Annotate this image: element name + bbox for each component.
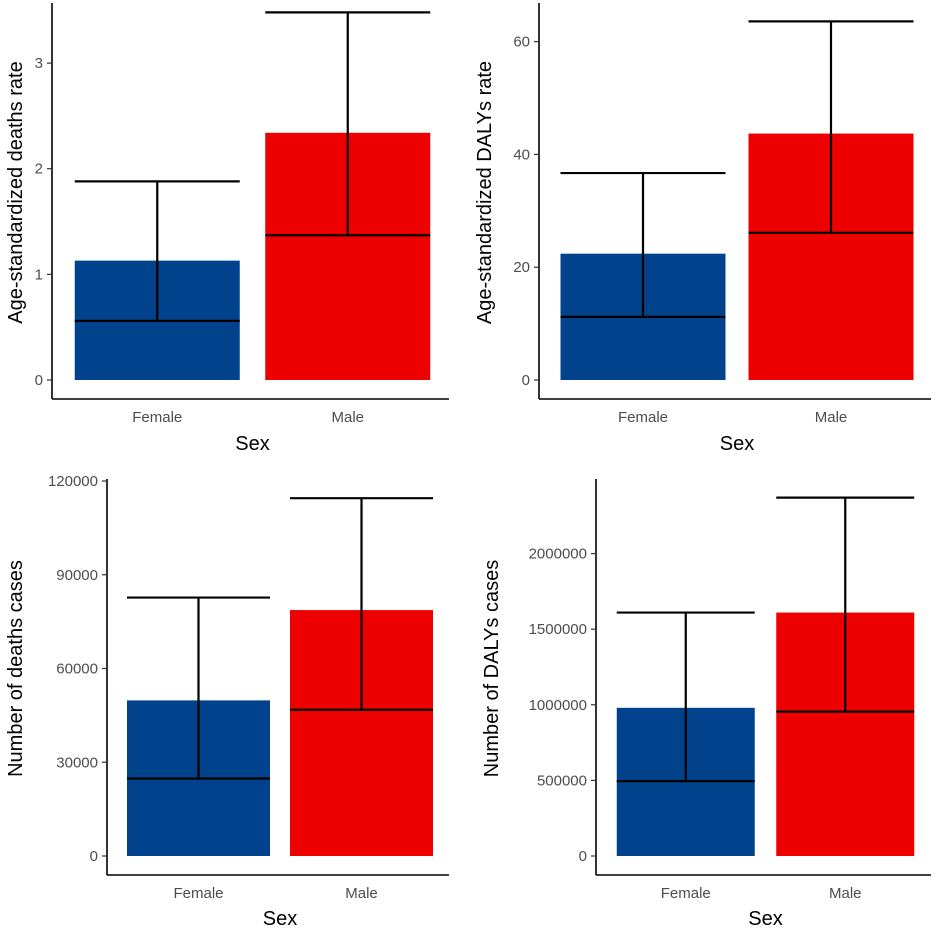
panel-deaths-cases: 0 30000 60000 90000 120000 Female Male Sex N… <box>5 473 449 930</box>
y-tick-label: 60 <box>513 34 530 51</box>
bars-dalys-rate <box>560 133 914 380</box>
y-tick-label: 0 <box>35 372 43 389</box>
y-tick-label: 20 <box>513 259 530 276</box>
y-tick-label: 0 <box>579 848 587 865</box>
y-tick-label: 0 <box>90 848 98 865</box>
y-axis-title: Age-standardized deaths rate <box>5 61 27 323</box>
y-tick-label: 60000 <box>56 661 98 678</box>
y-tick-label: 1500000 <box>529 621 587 638</box>
y-ticks: 0 30000 60000 90000 120000 <box>48 473 107 865</box>
y-axis-title: Number of DALYs cases <box>481 560 503 778</box>
y-ticks: 0 20 40 60 <box>513 34 539 389</box>
y-tick-label: 3 <box>35 55 43 72</box>
x-tick-label-male: Male <box>345 885 378 902</box>
y-tick-label: 500000 <box>537 772 587 789</box>
y-axis-title: Age-standardized DALYs rate <box>474 61 496 324</box>
error-bar-female <box>616 611 755 783</box>
error-bar-female <box>560 171 726 318</box>
y-tick-label: 30000 <box>56 754 98 771</box>
x-tick-label-male: Male <box>829 885 862 902</box>
y-ticks: 0 1 2 3 <box>35 55 52 389</box>
y-tick-label: 40 <box>513 146 530 163</box>
error-bars-dalys-rate <box>560 20 914 318</box>
error-bar-female <box>127 596 270 780</box>
y-ticks: 0 500000 1000000 1500000 2000000 <box>529 546 596 865</box>
x-tick-label-male: Male <box>815 409 848 426</box>
x-axis-title: Sex <box>748 908 782 930</box>
y-tick-label: 90000 <box>56 567 98 584</box>
x-tick-label-female: Female <box>661 885 711 902</box>
error-bar-male <box>265 11 431 237</box>
y-tick-label: 1000000 <box>529 697 587 714</box>
y-axis-title: Number of deaths cases <box>5 560 27 777</box>
panel-dalys-cases: 0 500000 1000000 1500000 2000000 Female Male… <box>481 479 931 930</box>
x-axis-title: Sex <box>720 433 754 455</box>
x-axis-title: Sex <box>235 433 269 455</box>
y-tick-label: 0 <box>522 372 530 389</box>
x-tick-label-female: Female <box>618 409 668 426</box>
bars-deaths-cases <box>127 610 433 856</box>
y-tick-label: 2 <box>35 161 43 178</box>
bars-dalys-cases <box>616 612 915 856</box>
x-tick-label-female: Female <box>132 409 182 426</box>
error-bar-female <box>74 180 240 322</box>
y-tick-label: 2000000 <box>529 546 587 563</box>
error-bars-deaths-cases <box>127 497 433 780</box>
panel-deaths-rate: 0 1 2 3 Female Male Sex Age-standardized de… <box>5 3 449 455</box>
bars-deaths-rate <box>74 132 431 380</box>
x-tick-label-female: Female <box>173 885 223 902</box>
y-tick-label: 120000 <box>48 473 98 490</box>
error-bar-male <box>290 497 433 711</box>
y-tick-label: 1 <box>35 266 43 283</box>
error-bar-male <box>776 496 915 713</box>
error-bars-dalys-cases <box>616 496 915 783</box>
error-bar-male <box>748 20 914 234</box>
x-tick-label-male: Male <box>331 409 364 426</box>
panel-dalys-rate: 0 20 40 60 Female Male Sex Age-standardized… <box>474 3 931 455</box>
x-axis-title: Sex <box>263 908 297 930</box>
error-bars-deaths-rate <box>74 11 431 322</box>
